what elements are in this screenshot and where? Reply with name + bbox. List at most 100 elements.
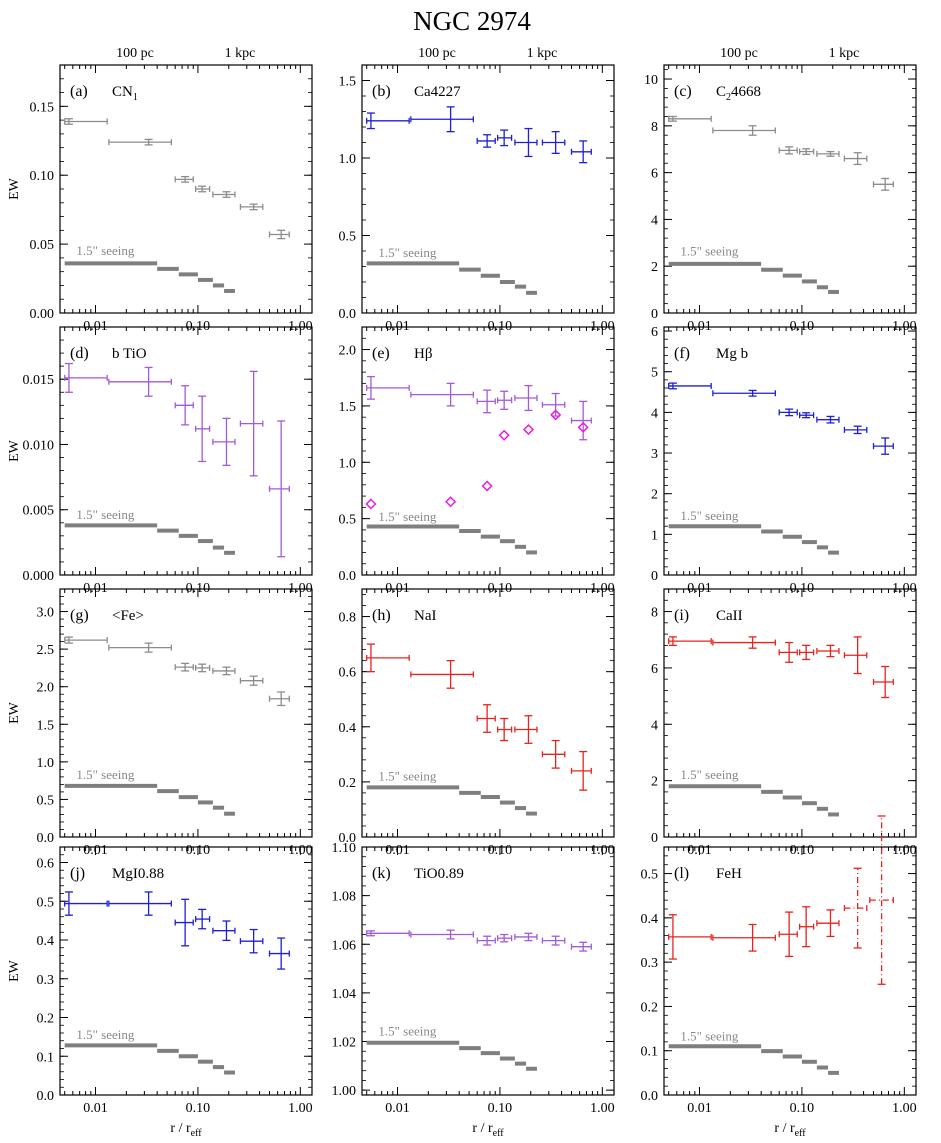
y-tick-label: 0.2 — [641, 1000, 659, 1015]
x-axis-label-sub: eff — [191, 1128, 203, 1139]
y-tick-label: 0.2 — [37, 1012, 55, 1027]
y-tick-label: 0.0 — [641, 1089, 659, 1104]
y-tick-label: 0.5 — [641, 868, 659, 883]
y-tick-label: 3 — [651, 447, 658, 462]
x-tick-label: 0.01 — [687, 1101, 712, 1116]
y-tick-label: 0.4 — [37, 934, 55, 949]
panel-letter: (i) — [674, 607, 689, 624]
x-tick-label: 0.01 — [83, 1101, 108, 1116]
panel-letter: (f) — [674, 345, 690, 362]
y-axis-label: EW — [7, 701, 22, 724]
index-label: FeH — [716, 866, 742, 882]
index-label: C24668 — [716, 84, 761, 103]
top-axis-label: 1 kpc — [225, 46, 256, 61]
y-tick-label: 1.5 — [339, 400, 357, 415]
y-tick-label: 1.08 — [332, 890, 357, 905]
panel-letter: (j) — [70, 865, 85, 882]
y-axis-label: EW — [7, 959, 22, 982]
seeing-label: 1.5" seeing — [378, 769, 437, 784]
y-axis-label: EW — [7, 177, 22, 200]
y-tick-label: 0.1 — [641, 1045, 659, 1060]
y-tick-label: 6 — [651, 325, 658, 340]
y-tick-label: 0.8 — [339, 611, 357, 626]
y-tick-label: 0.1 — [37, 1050, 55, 1065]
seeing-label: 1.5" seeing — [378, 1023, 437, 1038]
y-tick-label: 4 — [651, 718, 658, 733]
top-axis-label: 100 pc — [418, 46, 456, 61]
y-tick-label: 0.5 — [339, 513, 357, 528]
plot-frame — [59, 326, 313, 576]
x-tick-label: 1.00 — [892, 1101, 917, 1116]
index-name: Mg b — [716, 346, 748, 362]
panel-letter: (g) — [70, 607, 89, 624]
y-tick-label: 0.05 — [30, 238, 55, 253]
y-tick-label: 1.0 — [37, 756, 55, 771]
x-axis-label: r / reff — [170, 1121, 202, 1139]
y-tick-label: 1.5 — [37, 718, 55, 733]
x-axis-label: r / reff — [472, 1121, 504, 1139]
seeing-label: 1.5" seeing — [76, 767, 135, 782]
index-name: Hβ — [414, 346, 432, 362]
index-label: CN1 — [112, 84, 138, 103]
index-name: C — [716, 84, 726, 100]
index-label: Hβ — [414, 346, 432, 362]
panel-letter: (d) — [70, 345, 89, 362]
index-label: Ca4227 — [414, 84, 461, 100]
y-tick-label: 0.5 — [37, 895, 55, 910]
seeing-label: 1.5" seeing — [378, 245, 437, 260]
y-tick-label: 0.4 — [641, 912, 659, 927]
x-axis-label-sub: eff — [795, 1128, 807, 1139]
y-tick-label: 3.0 — [37, 606, 55, 621]
y-tick-label: 8 — [651, 606, 658, 621]
index-name: CN — [112, 84, 133, 100]
y-tick-label: 0.10 — [30, 169, 55, 184]
y-tick-label: 2.5 — [37, 643, 55, 658]
y-tick-label: 0.15 — [30, 100, 55, 115]
y-tick-label: 0.6 — [37, 857, 55, 872]
y-tick-label: 0.00 — [30, 307, 55, 322]
panel-letter: (a) — [70, 83, 88, 100]
index-suffix: 4668 — [731, 84, 761, 100]
y-tick-label: 0.010 — [23, 438, 55, 453]
y-tick-label: 1.5 — [339, 75, 357, 90]
seeing-label: 1.5" seeing — [680, 244, 739, 259]
seeing-label: 1.5" seeing — [76, 507, 135, 522]
y-tick-label: 0.6 — [339, 666, 357, 681]
index-subscript: 2 — [726, 92, 731, 103]
index-name: CaII — [716, 608, 743, 624]
index-label: <Fe> — [112, 608, 144, 624]
y-tick-label: 0.0 — [37, 1089, 55, 1104]
y-tick-label: 0.5 — [339, 230, 357, 245]
index-name: <Fe> — [112, 608, 144, 624]
x-axis-label-main: r / r — [170, 1121, 191, 1136]
diamond-point — [550, 409, 562, 421]
y-tick-label: 0.0 — [37, 831, 55, 846]
panel-l: 0.01 0.10 1.00 0.0 0.1 0.2 0.3 0.4 0.5 r / reff (l… — [641, 815, 917, 1139]
panel-letter: (b) — [372, 83, 391, 100]
y-tick-label: 0.3 — [37, 973, 55, 988]
index-label: MgI0.88 — [112, 866, 164, 882]
panel-j: 0.01 0.10 1.00 0.0 0.1 0.2 0.3 0.4 0.5 0.6 EW r / r… — [7, 846, 313, 1139]
y-tick-label: 0.000 — [23, 569, 55, 584]
seeing-label: 1.5" seeing — [680, 767, 739, 782]
y-axis-label: EW — [7, 439, 22, 462]
y-tick-label: 2.0 — [339, 344, 357, 359]
seeing-label: 1.5" seeing — [378, 509, 437, 524]
y-tick-label: 2 — [651, 775, 658, 790]
x-tick-label: 1.00 — [288, 1101, 313, 1116]
index-label: NaI — [414, 608, 437, 624]
panel-k: 0.01 0.10 1.00 1.00 1.02 1.04 1.06 1.08 1.10 r / … — [332, 841, 615, 1139]
x-axis-label: r / reff — [774, 1121, 806, 1139]
y-tick-label: 10 — [644, 73, 658, 88]
y-tick-label: 1.02 — [332, 1036, 357, 1051]
y-tick-label: 0 — [651, 569, 658, 584]
panel-letter: (h) — [372, 607, 391, 624]
seeing-label: 1.5" seeing — [680, 508, 739, 523]
panel-g: 0.01 0.10 1.000.00.51.01.52.02.53.0EW(g) <F… — [7, 588, 313, 858]
y-tick-label: 0.0 — [339, 569, 357, 584]
panel-letter: (c) — [674, 83, 692, 100]
plot-frame — [663, 64, 917, 314]
